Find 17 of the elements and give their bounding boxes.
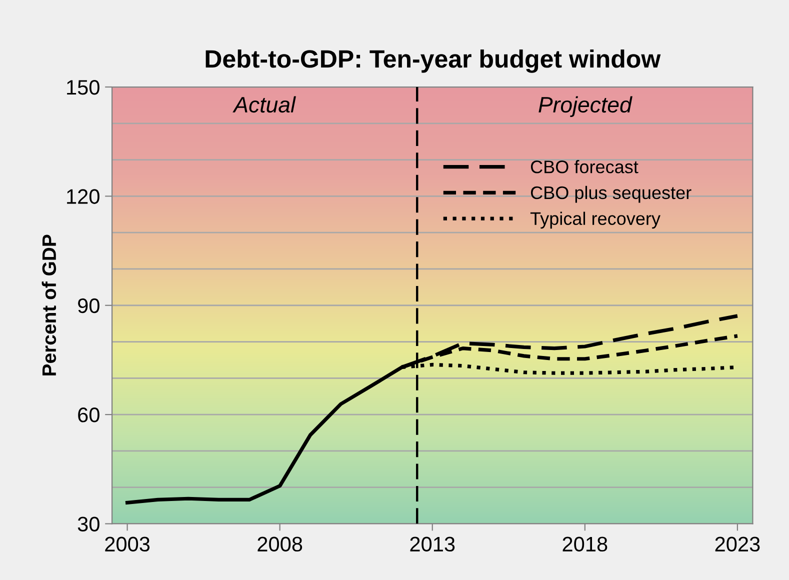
- annotation: Actual: [232, 96, 296, 113]
- x-tick-label: 2013: [410, 536, 455, 552]
- y-tick-label: 90: [78, 298, 100, 314]
- y-axis-title: Percent of GDP: [42, 234, 56, 376]
- x-tick-label: 2018: [562, 536, 608, 552]
- y-tick-label: 150: [67, 80, 100, 95]
- annotation: Projected: [538, 96, 632, 118]
- y-tick-label: 60: [78, 408, 100, 422]
- legend-label: Typical recovery: [530, 212, 660, 229]
- legend-label: CBO forecast: [530, 160, 638, 174]
- y-tick-label: 120: [67, 189, 100, 204]
- y-tick-label: 30: [78, 516, 100, 532]
- x-tick-label: 2023: [715, 536, 760, 552]
- chart-title: Debt-to-GDP: Ten-year budget window: [206, 49, 661, 73]
- x-tick-label: 2008: [258, 536, 302, 552]
- legend-label: CBO plus sequester: [530, 186, 692, 203]
- x-tick-label: 2003: [105, 536, 150, 552]
